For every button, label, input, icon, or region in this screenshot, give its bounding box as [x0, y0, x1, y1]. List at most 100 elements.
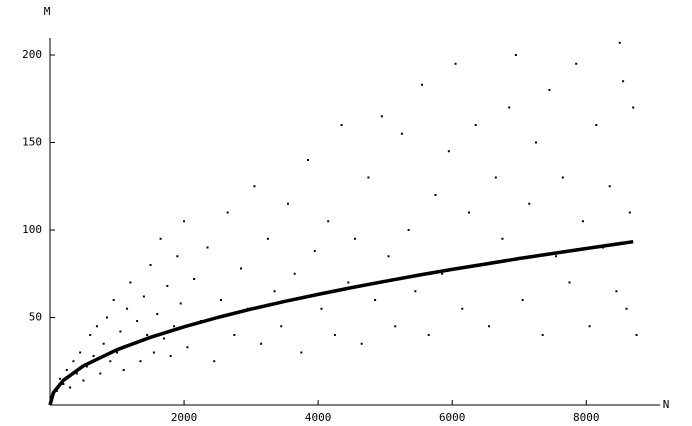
- point: [320, 307, 323, 310]
- point: [149, 264, 152, 266]
- point: [581, 220, 584, 223]
- point: [240, 267, 243, 270]
- x-axis-label: N: [663, 398, 670, 411]
- point: [501, 237, 504, 240]
- point: [65, 369, 68, 371]
- point: [514, 54, 517, 56]
- point: [79, 351, 82, 354]
- point: [162, 337, 165, 340]
- point: [427, 334, 430, 336]
- point: [407, 229, 410, 231]
- point: [166, 285, 169, 287]
- point: [280, 325, 283, 328]
- point: [521, 299, 524, 301]
- point: [635, 334, 638, 336]
- point: [561, 176, 564, 179]
- point: [347, 281, 350, 284]
- point: [628, 211, 631, 214]
- point: [126, 307, 129, 310]
- point: [105, 316, 108, 319]
- point: [474, 124, 477, 126]
- point: [333, 334, 336, 336]
- point: [72, 360, 75, 363]
- point: [156, 313, 159, 315]
- point: [293, 272, 296, 275]
- point: [75, 372, 78, 375]
- point: [183, 220, 186, 223]
- point: [273, 290, 276, 293]
- point: [179, 302, 182, 305]
- point: [400, 132, 403, 135]
- point: [159, 237, 162, 240]
- point: [219, 299, 222, 301]
- point: [595, 124, 598, 126]
- point: [122, 369, 125, 371]
- point: [488, 325, 491, 328]
- point: [307, 159, 310, 161]
- point: [109, 360, 112, 363]
- point: [286, 202, 289, 205]
- point: [528, 202, 531, 205]
- point: [494, 176, 497, 179]
- point: [618, 41, 621, 44]
- point: [632, 106, 635, 109]
- point: [99, 372, 102, 375]
- y-tick-label: 200: [22, 48, 42, 61]
- point: [82, 379, 85, 382]
- x-tick-label: 4000: [305, 411, 332, 424]
- point: [186, 346, 189, 349]
- point: [62, 383, 65, 385]
- point: [555, 255, 558, 258]
- point: [95, 325, 98, 328]
- point: [89, 334, 92, 336]
- point: [434, 194, 437, 196]
- point: [541, 334, 544, 336]
- point: [266, 237, 269, 240]
- point: [260, 342, 263, 345]
- point: [575, 62, 578, 65]
- point: [300, 351, 303, 354]
- point: [102, 342, 105, 345]
- x-tick-label: 6000: [439, 411, 466, 424]
- point: [360, 342, 363, 345]
- point: [608, 185, 611, 188]
- point: [253, 185, 256, 188]
- x-tick-label: 8000: [573, 411, 600, 424]
- point: [139, 360, 142, 363]
- point: [313, 250, 316, 252]
- point: [226, 211, 229, 214]
- point: [146, 334, 149, 336]
- point: [92, 355, 95, 357]
- point: [119, 330, 122, 333]
- point: [142, 295, 145, 298]
- point: [112, 299, 115, 301]
- point: [85, 365, 88, 368]
- point: [380, 115, 383, 118]
- point: [447, 150, 450, 153]
- point: [176, 255, 179, 258]
- point: [508, 106, 511, 109]
- y-axis-label: M: [44, 5, 51, 18]
- point: [213, 360, 216, 363]
- point: [354, 237, 356, 240]
- point: [588, 325, 591, 328]
- point: [169, 355, 172, 357]
- point: [193, 278, 196, 280]
- point: [441, 272, 444, 275]
- point: [615, 290, 618, 293]
- point: [136, 320, 139, 322]
- point: [568, 281, 571, 284]
- point: [152, 351, 155, 354]
- x-tick-label: 2000: [171, 411, 198, 424]
- point: [340, 124, 343, 126]
- y-tick-label: 100: [22, 223, 42, 236]
- curve: [48, 239, 634, 406]
- point: [327, 220, 330, 223]
- point: [421, 83, 424, 86]
- point: [173, 325, 176, 328]
- point: [467, 211, 470, 214]
- point: [454, 62, 457, 65]
- point: [367, 176, 370, 179]
- point: [387, 255, 390, 258]
